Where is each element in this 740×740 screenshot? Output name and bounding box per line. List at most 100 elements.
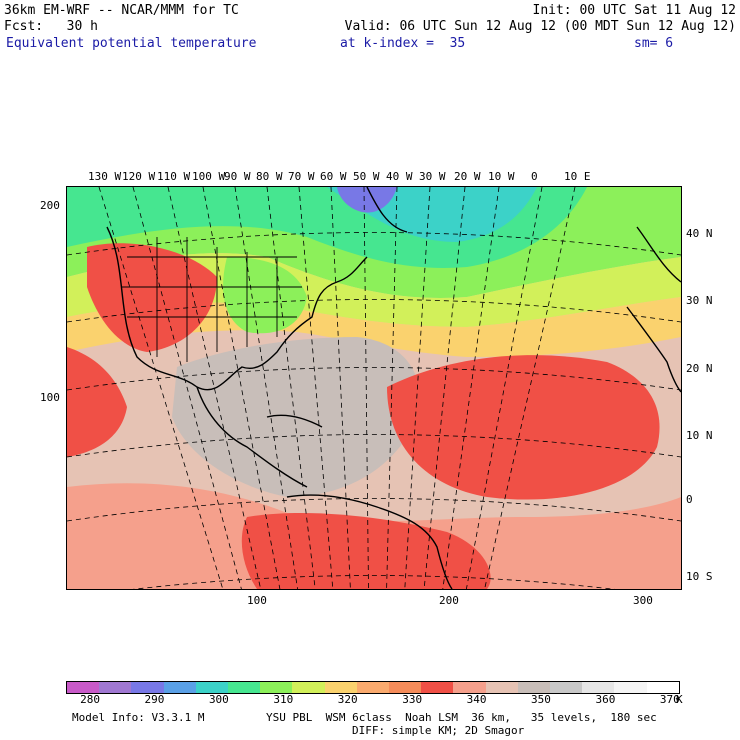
colorbar-swatch: [67, 682, 100, 693]
grid-y-label: 200: [40, 199, 60, 212]
colorbar-swatch: [517, 682, 551, 693]
longitude-line: [330, 187, 351, 589]
longitude-line: [98, 187, 224, 589]
latitude-line: [67, 498, 681, 522]
longitude-label: 130 W: [88, 170, 122, 183]
latitude-label: 10 N: [686, 429, 713, 442]
colorbar-swatch: [228, 682, 261, 693]
colorbar-tick-label: 310: [273, 693, 294, 706]
longitude-label: 10 W: [488, 170, 515, 183]
model-title: 36km EM-WRF -- NCAR/MMM for TC: [4, 3, 239, 18]
longitude-label: 30 W: [419, 170, 446, 183]
colorbar-tick-label: 280: [80, 693, 100, 706]
model-info: Model Info: V3.3.1 M: [72, 711, 205, 724]
colorbar-swatch: [485, 682, 518, 693]
valid-time: Valid: 06 UTC Sun 12 Aug 12 (00 MDT Sun …: [344, 19, 736, 34]
colorbar-tick-label: 350: [531, 693, 551, 706]
colorbar-swatch: [421, 682, 454, 693]
coastline-north-america: [106, 226, 368, 391]
latitude-line: [67, 367, 681, 391]
colorbar-swatch: [163, 682, 196, 693]
colorbar-swatch: [389, 682, 422, 693]
longitude-label: 110 W: [157, 170, 191, 183]
longitude-label: 10 E: [564, 170, 591, 183]
longitude-label: 120 W: [122, 170, 156, 183]
colorbar-swatch: [131, 682, 164, 693]
colorbar-tick-label: 340: [466, 693, 487, 706]
init-time: Init: 00 UTC Sat 11 Aug 12: [532, 3, 737, 18]
colorbar-unit: K: [676, 693, 683, 706]
longitude-label: 90 W: [224, 170, 251, 183]
colorbar-swatch: [260, 682, 293, 693]
latitude-line: [67, 434, 681, 458]
latitude-line: [67, 232, 681, 256]
grid-x-label: 300: [633, 594, 653, 607]
field-blob-atlantic-red: [387, 355, 660, 500]
theta-e-map: [67, 187, 681, 589]
level-info: at k-index = 35: [340, 36, 466, 51]
map-panel: [66, 186, 682, 590]
longitude-line: [423, 187, 466, 589]
colorbar-swatch: [646, 682, 679, 693]
colorbar-swatch: [195, 682, 229, 693]
colorbar-tick-label: 320: [337, 693, 358, 706]
coastlines: [106, 187, 681, 589]
colorbar-swatch: [582, 682, 615, 693]
colorbar-swatch: [550, 682, 583, 693]
colorbar-swatch: [292, 682, 325, 693]
longitude-line: [132, 187, 242, 589]
latitude-line: [132, 575, 616, 589]
longitude-label: 0: [531, 170, 538, 183]
latitude-label: 0: [686, 493, 693, 506]
colorbar-swatch: [356, 682, 390, 693]
longitude-label: 80 W: [256, 170, 283, 183]
coastline-africa: [626, 306, 681, 393]
longitude-label: 60 W: [320, 170, 347, 183]
latitude-line: [67, 299, 681, 323]
longitude-label: 100 W: [192, 170, 226, 183]
longitude-label: 20 W: [454, 170, 481, 183]
longitude-label: 50 W: [353, 170, 380, 183]
coastline-europe: [636, 226, 681, 283]
grid-y-label: 100: [40, 391, 60, 404]
coastline-south-america: [286, 494, 453, 589]
colorbar-swatch: [324, 682, 357, 693]
longitude-line: [234, 187, 298, 589]
coastline-greenland: [366, 187, 408, 233]
longitude-line: [167, 187, 262, 589]
field-band-yellow: [67, 253, 681, 327]
grid-x-label: 100: [247, 594, 267, 607]
latitude-label: 10 S: [686, 570, 713, 583]
field-blob-nw-teal: [67, 187, 187, 214]
colorbar-tick-label: 290: [144, 693, 165, 706]
latitude-label: 20 N: [686, 362, 713, 375]
colorbar-tick-label: 360: [595, 693, 616, 706]
colorbar-tick-label: 330: [402, 693, 423, 706]
graticule: [67, 187, 681, 589]
diffusion-info: DIFF: simple KM; 2D Smagor: [352, 724, 525, 737]
smoothing-info: sm= 6: [634, 36, 674, 51]
field-blob-west-red: [67, 347, 127, 457]
forecast-hour: Fcst: 30 h: [4, 19, 98, 34]
coastline-cuba: [266, 414, 323, 428]
longitude-label: 70 W: [288, 170, 315, 183]
colorbar: [66, 681, 680, 694]
colorbar-swatch: [614, 682, 647, 693]
field-blob-us-green: [223, 257, 307, 334]
longitude-line: [363, 187, 369, 589]
latitude-label: 30 N: [686, 294, 713, 307]
coastline-gulf: [196, 386, 308, 488]
field-band-orange: [67, 297, 681, 357]
longitude-label: 40 W: [386, 170, 413, 183]
longitude-line: [404, 187, 431, 589]
grid-x-label: 200: [439, 594, 459, 607]
latitude-label: 40 N: [686, 227, 713, 240]
physics-info: YSU PBL WSM 6class Noah LSM 36 km, 35 le…: [266, 711, 657, 724]
longitude-line: [442, 187, 500, 589]
longitude-line: [266, 187, 316, 589]
field-blob-south-red: [241, 512, 491, 589]
state-borders: [122, 237, 302, 362]
colorbar-swatch: [99, 682, 132, 693]
field-blob-blue: [337, 187, 397, 213]
longitude-line: [386, 187, 398, 589]
